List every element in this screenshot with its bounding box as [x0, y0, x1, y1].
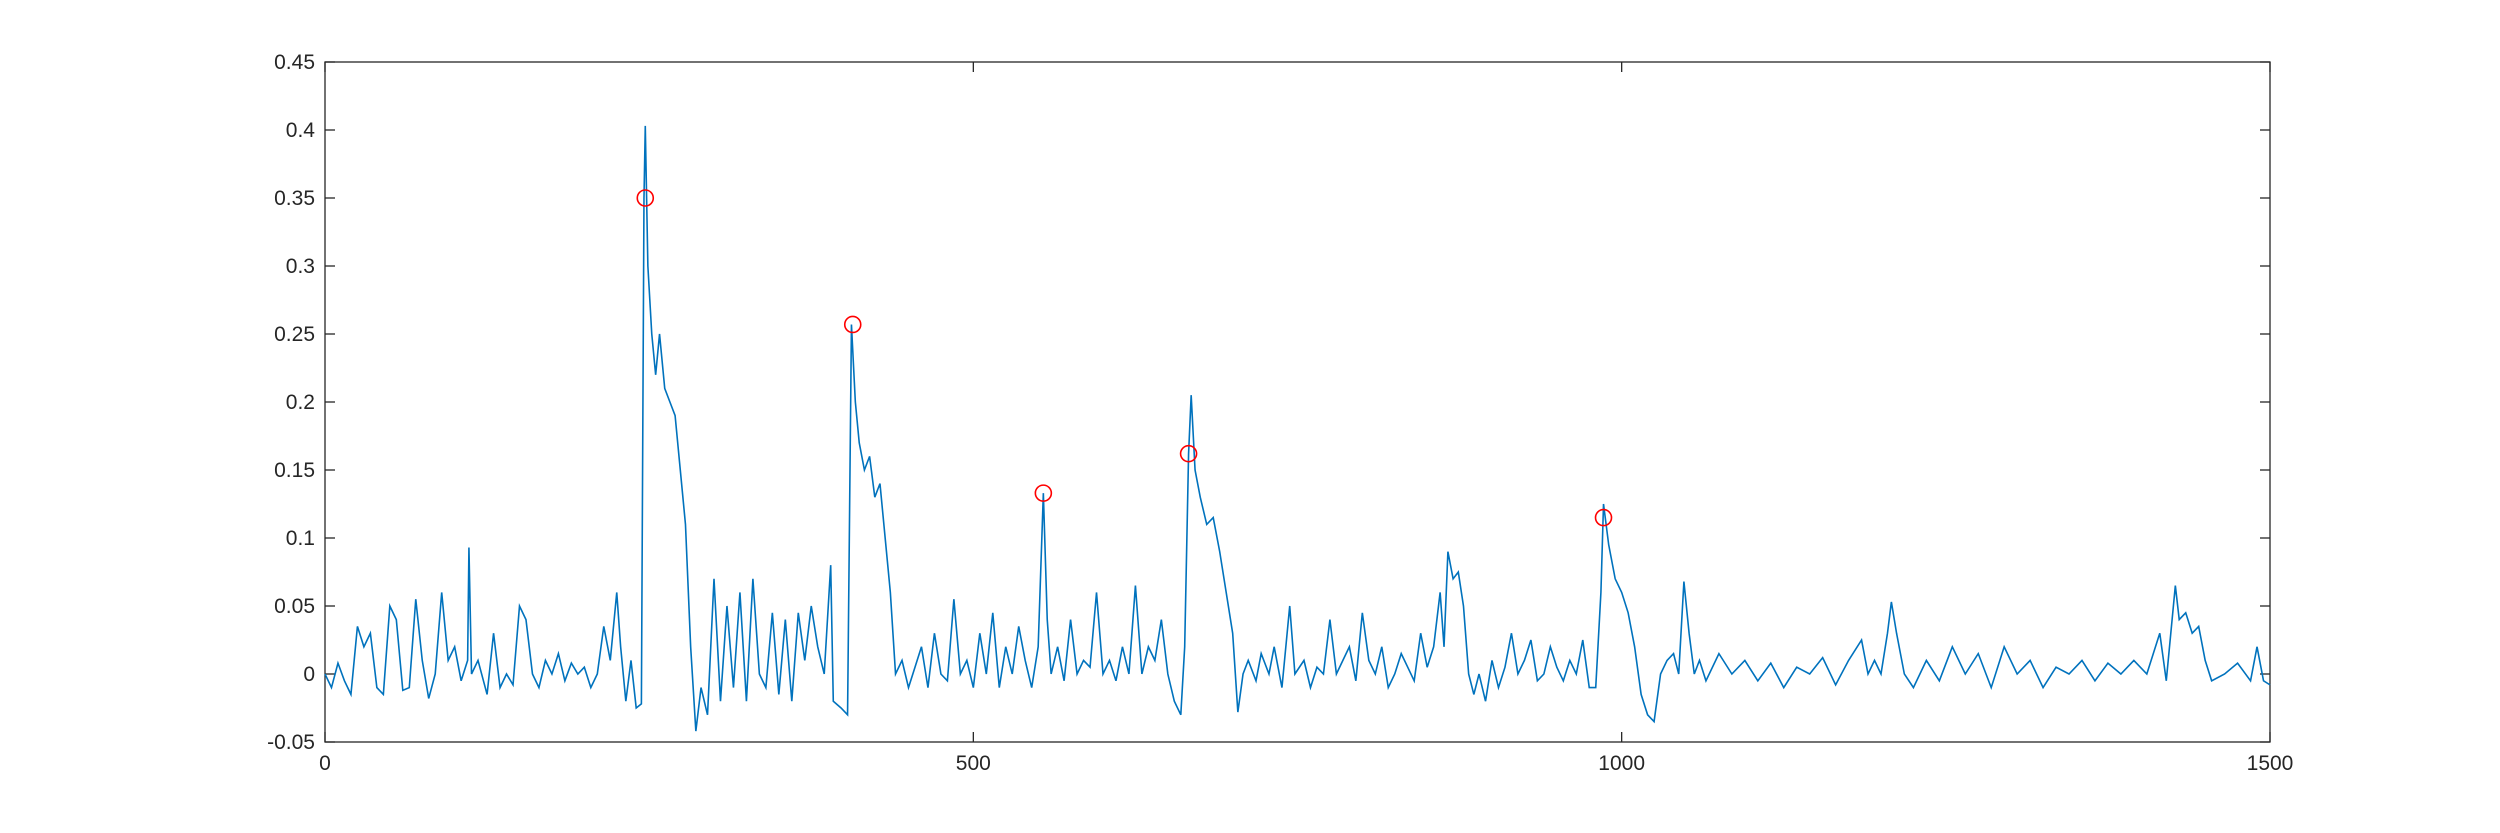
y-tick-label: -0.05	[267, 731, 315, 754]
signal-line	[324, 125, 2271, 732]
y-tick-label: 0.2	[286, 391, 315, 414]
peak-marker	[636, 189, 655, 207]
x-tick-label: 500	[956, 752, 991, 775]
y-tick-label: 0.35	[274, 187, 315, 210]
y-tick-label: 0.4	[286, 119, 316, 142]
peak-marker	[1034, 484, 1053, 502]
y-tick-label: 0	[303, 663, 315, 686]
y-tick-label: 0.3	[286, 255, 315, 278]
y-tick-label: 0.25	[274, 323, 315, 346]
y-tick-label: 0.1	[286, 527, 315, 550]
y-tick-label: 0.15	[274, 459, 315, 482]
x-tick-label: 1000	[1598, 752, 1645, 775]
peak-marker	[1179, 444, 1198, 463]
peak-marker	[843, 315, 862, 334]
axes-box	[324, 61, 2271, 743]
y-tick-label: 0.45	[274, 51, 315, 74]
peak-marker	[1594, 508, 1613, 527]
y-tick-label: 0.05	[274, 595, 315, 618]
x-tick-label: 0	[319, 752, 331, 775]
x-tick-label: 1500	[2247, 752, 2294, 775]
